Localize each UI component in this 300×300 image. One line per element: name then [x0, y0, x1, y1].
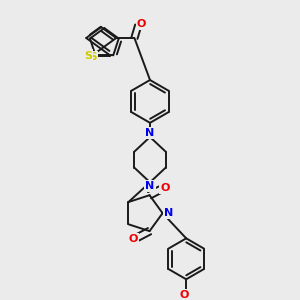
Text: O: O: [137, 19, 146, 29]
Text: O: O: [160, 183, 170, 193]
Text: S: S: [84, 51, 92, 61]
Text: O: O: [180, 290, 189, 300]
Text: O: O: [129, 234, 138, 244]
Text: S: S: [89, 52, 97, 62]
Text: N: N: [146, 181, 154, 191]
Text: N: N: [164, 208, 173, 218]
Text: N: N: [146, 128, 154, 138]
